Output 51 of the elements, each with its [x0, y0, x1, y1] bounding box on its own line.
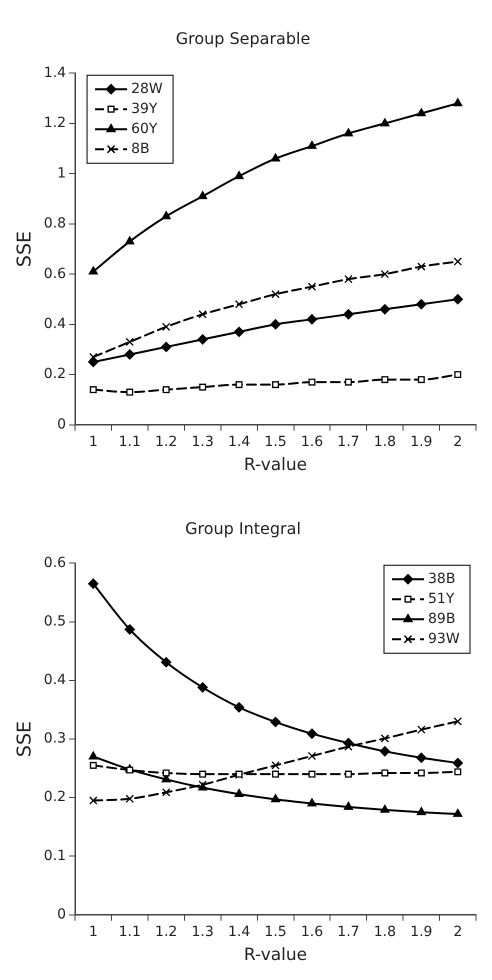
y-tick-label: 0 [57, 416, 66, 432]
x-tick-label: 1.3 [192, 434, 214, 450]
legend-label: 60Y [131, 120, 158, 137]
y-tick-label: 1.2 [44, 115, 66, 132]
x-tick-label: 1.5 [264, 434, 287, 450]
y-tick-label: 0 [57, 906, 66, 922]
y-tick-label: 0.1 [44, 848, 66, 864]
x-tick-label: 1 [88, 434, 98, 450]
y-tick-label: 0.3 [44, 730, 66, 747]
y-tick-label: 1.4 [44, 64, 66, 81]
x-tick-label: 1.3 [192, 924, 214, 940]
x-tick-label: 1.2 [155, 924, 178, 940]
x-tick-label: 1.1 [118, 434, 141, 450]
y-tick-label: 0.6 [44, 266, 66, 282]
x-tick-label: 1.1 [118, 924, 141, 940]
y-tick-label: 0.4 [44, 316, 66, 332]
x-tick-label: 1.4 [228, 924, 250, 940]
y-tick-label: 0.5 [44, 613, 66, 630]
legend-label: 28W [131, 80, 163, 97]
x-tick-label: 1.6 [300, 434, 324, 450]
legend-label: 8B [131, 140, 150, 157]
y-tick-label: 0.8 [44, 216, 66, 232]
x-tick-label: 1.5 [264, 924, 287, 940]
y-tick-label: 0.4 [44, 672, 66, 688]
chart-title: Group Separable [176, 28, 310, 48]
x-tick-label: 1.7 [337, 434, 360, 450]
y-tick-label: 0.2 [44, 789, 66, 806]
y-axis-title: SSE [13, 230, 36, 268]
x-axis-title: R-value [244, 455, 308, 476]
y-tick-label: 0.6 [44, 554, 66, 571]
x-tick-label: 1.4 [228, 434, 250, 450]
chart-title: Group Integral [185, 518, 301, 538]
y-axis-title: SSE [13, 720, 36, 758]
x-axis-title: R-value [244, 945, 308, 966]
x-tick-label: 1.2 [155, 434, 178, 450]
y-tick-label: 0.2 [44, 366, 66, 382]
legend-label: 39Y [131, 100, 158, 117]
x-tick-label: 2 [453, 924, 462, 940]
y-tick-label: 1 [57, 165, 66, 182]
x-tick-label: 1.8 [374, 924, 396, 940]
x-tick-label: 1.6 [300, 924, 324, 940]
legend-label: 51Y [428, 590, 455, 607]
legend-label: 93W [428, 630, 460, 647]
legend-label: 38B [428, 570, 456, 587]
x-tick-label: 1.9 [410, 924, 432, 940]
x-tick-label: 1.7 [337, 924, 360, 940]
x-tick-label: 1.8 [374, 434, 396, 450]
x-tick-label: 1 [88, 924, 98, 940]
legend-label: 89B [428, 610, 456, 627]
x-tick-label: 1.9 [410, 434, 432, 450]
x-tick-label: 2 [453, 434, 462, 450]
